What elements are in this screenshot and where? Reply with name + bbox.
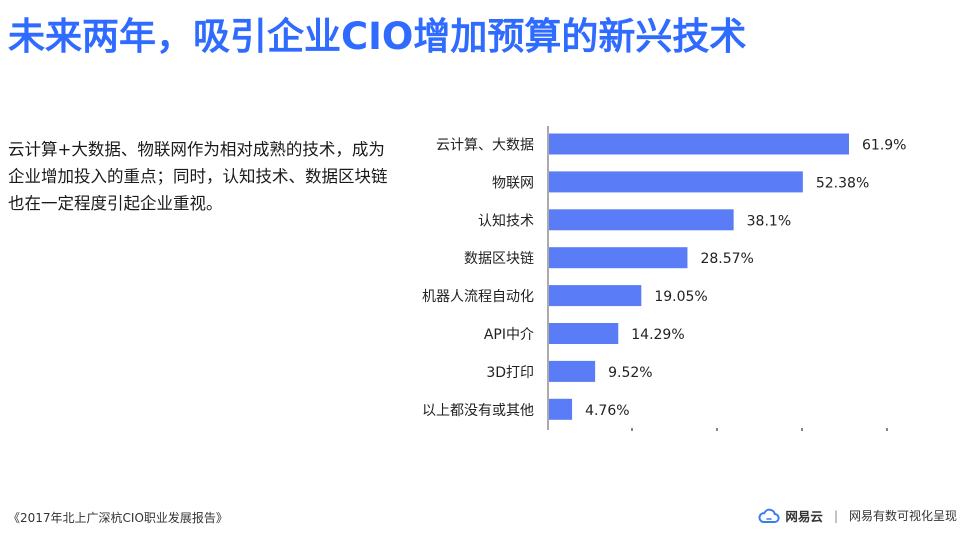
description-text: 云计算+大数据、物联网作为相对成熟的技术，成为企业增加投入的重点；同时，认知技术…: [8, 140, 388, 213]
footer-brand: 网易云 | 网易有数可视化呈现: [758, 506, 957, 525]
source-citation: 《2017年北上广深杭CIO职业发展报告》: [8, 511, 228, 525]
category-label: 机器人流程自动化: [422, 289, 534, 305]
bar: [549, 360, 596, 382]
category-label: 认知技术: [478, 212, 534, 229]
category-label: API中介: [484, 327, 534, 343]
page-title: 未来两年，吸引企业CIO增加预算的新兴技术: [8, 15, 747, 58]
category-label: 云计算、大数据: [436, 138, 534, 154]
category-label: 数据区块链: [464, 251, 534, 267]
category-label: 物联网: [492, 175, 534, 191]
category-label: 以上都没有或其他: [422, 403, 534, 419]
value-label: 38.1%: [747, 213, 791, 229]
bar: [549, 171, 803, 193]
footer-tagline: 网易有数可视化呈现: [848, 509, 957, 523]
value-label: 61.9%: [862, 138, 906, 154]
cloud-logo-icon: [758, 508, 781, 523]
bar: [549, 133, 849, 155]
category-label: 3D打印: [486, 364, 534, 381]
value-label: 14.29%: [631, 327, 684, 343]
value-label: 52.38%: [816, 175, 869, 191]
bar: [549, 398, 573, 420]
value-label: 28.57%: [700, 251, 753, 267]
footer-separator: |: [833, 508, 838, 523]
value-label: 9.52%: [608, 365, 652, 381]
brand-name: 网易云: [785, 509, 823, 524]
bar: [549, 209, 734, 231]
bar: [549, 323, 619, 344]
value-label: 19.05%: [654, 289, 707, 305]
bar: [549, 247, 688, 269]
bar: [549, 285, 642, 307]
value-label: 4.76%: [585, 403, 629, 419]
